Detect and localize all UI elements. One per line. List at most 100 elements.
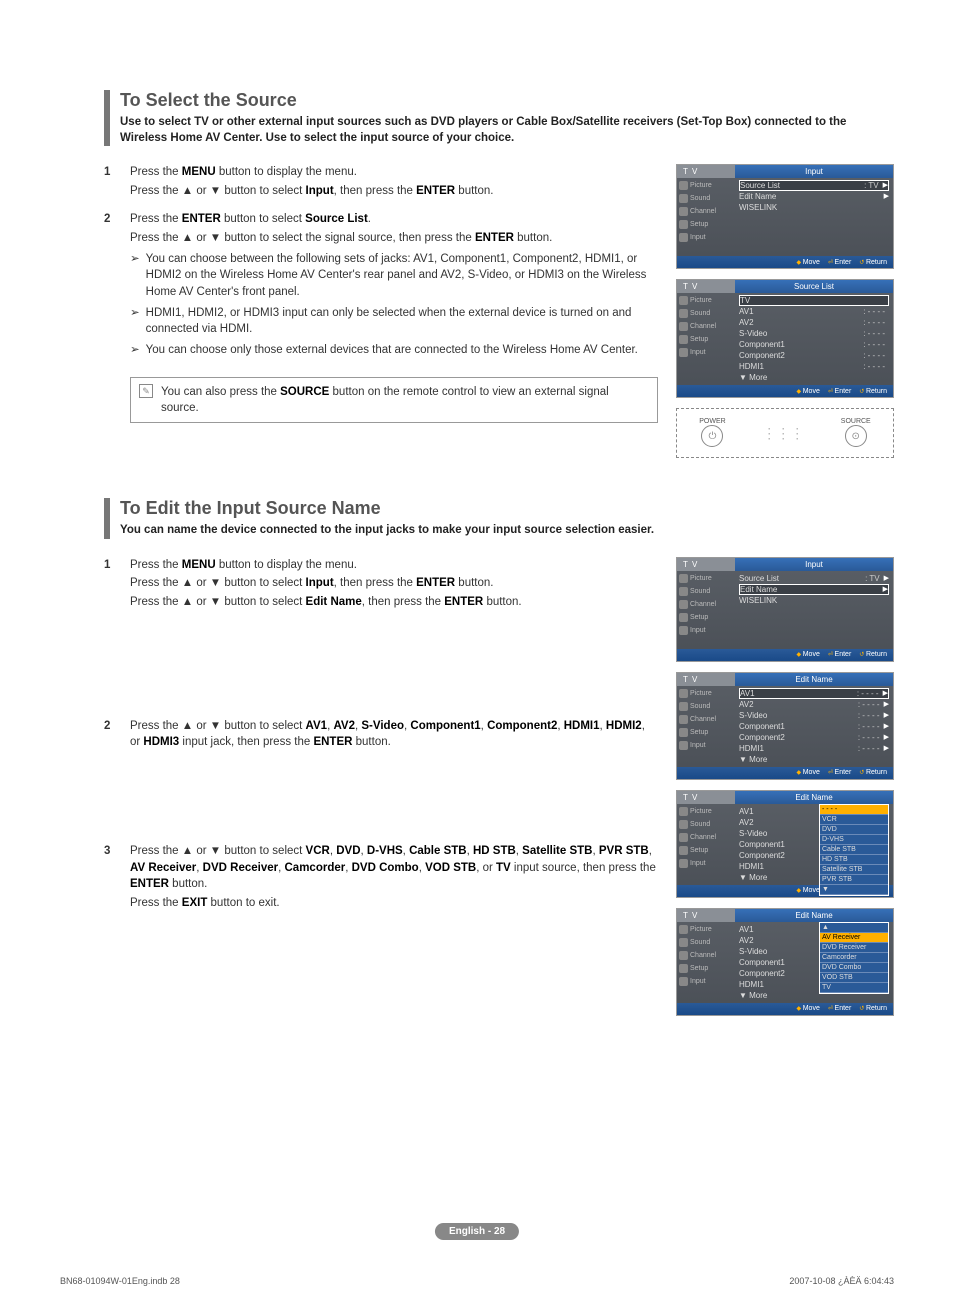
osd-foot-enter: Enter: [828, 769, 851, 776]
note-icon: ✎: [139, 384, 153, 398]
osd-side-icon: [679, 220, 688, 229]
osd-popup-item: D-VHS: [820, 835, 888, 845]
power-label: POWER: [699, 418, 725, 425]
osd-main: AV1:AV2:S-Video:Component1:Component2:HD…: [735, 804, 893, 885]
osd-screenshot: T VSource ListPictureSoundChannelSetupIn…: [676, 279, 894, 398]
source-label: SOURCE: [841, 418, 871, 425]
osd-side-icon: [679, 207, 688, 216]
osd-foot-return: Return: [859, 259, 887, 266]
osd-side-icon: [679, 181, 688, 190]
osd-side-item: Channel: [679, 713, 733, 726]
osd-side-icon: [679, 587, 688, 596]
osd-row: Component2: - - - -▶: [739, 732, 889, 743]
osd-row: WISELINK: [739, 202, 889, 213]
step-line: Press the ▲ or ▼ button to select Edit N…: [130, 594, 658, 611]
osd-side-item: Channel: [679, 949, 733, 962]
osd-side-icon: [679, 964, 688, 973]
chevron-right-icon: ▶: [884, 721, 889, 732]
remote-source: SOURCE⊙: [841, 418, 871, 448]
chevron-right-icon: ▶: [883, 688, 888, 699]
osd-side-icon: [679, 977, 688, 986]
osd-popup-item: AV Receiver: [820, 933, 888, 943]
osd-popup: - - - -VCRDVDD-VHSCable STBHD STBSatelli…: [819, 804, 889, 896]
chevron-right-icon: ▶: [883, 584, 888, 595]
osd-tv-label: T V: [677, 791, 735, 804]
osd-foot-return: Return: [859, 769, 887, 776]
osd-popup-item: ▲: [820, 923, 888, 933]
osd-side-icon: [679, 626, 688, 635]
step-line: Press the ENTER button to select Source …: [130, 211, 658, 228]
remote-power: POWER⏻: [699, 418, 725, 448]
chevron-right-icon: ▶: [883, 180, 888, 191]
osd-side-item: Setup: [679, 611, 733, 624]
osd-side-item: Channel: [679, 205, 733, 218]
osd-foot-move: Move: [796, 769, 819, 776]
osd-row: AV1: - - - -▶: [739, 688, 889, 699]
osd-foot-move: Move: [796, 259, 819, 266]
step: 3Press the ▲ or ▼ button to select VCR, …: [104, 843, 658, 914]
osd-side-item: Setup: [679, 844, 733, 857]
step: 2 Press the ENTER button to select Source…: [104, 211, 658, 362]
osd-row: Component1: - - - -: [739, 339, 889, 350]
chevron-right-icon: ▶: [884, 573, 889, 584]
step-number: 1: [104, 557, 116, 613]
osd-side-icon: [679, 728, 688, 737]
osd-side-item: Setup: [679, 333, 733, 346]
osd-screenshot: T VEdit NamePictureSoundChannelSetupInpu…: [676, 790, 894, 898]
osd-side-icon: [679, 859, 688, 868]
osd-row: Source List: TV▶: [739, 180, 889, 191]
sub-item: ➢You can choose between the following se…: [130, 251, 658, 301]
osd-popup: ▲AV ReceiverDVD ReceiverCamcorderDVD Com…: [819, 922, 889, 994]
osd-popup-item: VOD STB: [820, 973, 888, 983]
chevron-right-icon: ▶: [884, 191, 889, 202]
osd-side-item: Setup: [679, 218, 733, 231]
osd-row: HDMI1: - - - -▶: [739, 743, 889, 754]
osd-side-icon: [679, 194, 688, 203]
osd-side-icon: [679, 322, 688, 331]
osd-row: ▼ More: [739, 372, 889, 383]
sub-text: HDMI1, HDMI2, or HDMI3 input can only be…: [146, 305, 658, 338]
step-line: Press the ▲ or ▼ button to select VCR, D…: [130, 843, 658, 893]
osd-popup-item: Cable STB: [820, 845, 888, 855]
osd-title: Input: [735, 558, 893, 571]
osd-side-item: Picture: [679, 805, 733, 818]
osd-side-item: Channel: [679, 598, 733, 611]
osd-foot-return: Return: [859, 1005, 887, 1012]
osd-side-icon: [679, 233, 688, 242]
osd-sidebar: PictureSoundChannelSetupInput: [677, 178, 735, 256]
osd-side-item: Picture: [679, 294, 733, 307]
osd-side-icon: [679, 925, 688, 934]
osd-side-icon: [679, 820, 688, 829]
osd-main: Source List: TV▶Edit Name▶WISELINK: [735, 571, 893, 649]
step-line: Press the MENU button to display the men…: [130, 164, 658, 181]
osd-footer: MoveEnterReturn: [677, 649, 893, 661]
osd-side-item: Sound: [679, 307, 733, 320]
osd-side-item: Input: [679, 975, 733, 988]
osd-side-icon: [679, 296, 688, 305]
osd-side-item: Setup: [679, 726, 733, 739]
osd-side-icon: [679, 833, 688, 842]
osd-side-item: Picture: [679, 687, 733, 700]
osd-row: Edit Name▶: [739, 584, 889, 595]
osd-title: Source List: [735, 280, 893, 293]
osd-row: AV1: - - - -: [739, 306, 889, 317]
osd-side-item: Picture: [679, 572, 733, 585]
sub-text: You can choose only those external devic…: [146, 342, 638, 359]
osd-row: WISELINK: [739, 595, 889, 606]
osd-side-item: Picture: [679, 179, 733, 192]
osd-side-item: Sound: [679, 936, 733, 949]
osd-title: Edit Name: [735, 673, 893, 686]
osd-tv-label: T V: [677, 165, 735, 178]
step: 1Press the MENU button to display the me…: [104, 557, 658, 613]
osd-sidebar: PictureSoundChannelSetupInput: [677, 571, 735, 649]
remote-diagram: POWER⏻⋮⋮⋮SOURCE⊙: [676, 408, 894, 458]
osd-foot-enter: Enter: [828, 651, 851, 658]
osd-side-item: Input: [679, 346, 733, 359]
osd-side-icon: [679, 715, 688, 724]
osd-side-icon: [679, 846, 688, 855]
step-number: 2: [104, 211, 116, 362]
source-icon: ⊙: [845, 425, 867, 447]
arrow-icon: ➢: [130, 305, 140, 338]
osd-footer: MoveEnterReturn: [677, 256, 893, 268]
step-line: Press the ▲ or ▼ button to select Input,…: [130, 183, 658, 200]
